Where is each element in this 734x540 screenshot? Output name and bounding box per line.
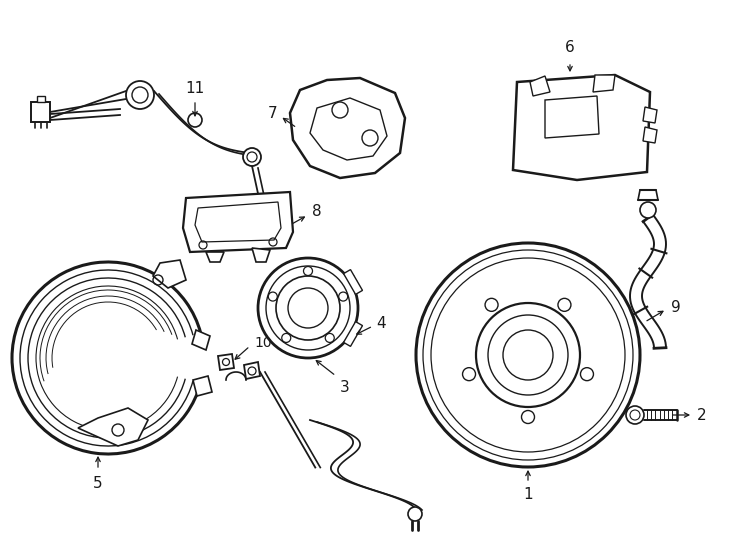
Text: 10: 10 xyxy=(254,336,272,350)
Polygon shape xyxy=(195,202,281,242)
Text: 1: 1 xyxy=(523,487,533,502)
Polygon shape xyxy=(252,248,270,262)
Text: 9: 9 xyxy=(671,300,680,315)
Polygon shape xyxy=(193,376,212,396)
Text: 4: 4 xyxy=(376,316,385,332)
Polygon shape xyxy=(192,330,210,350)
Polygon shape xyxy=(183,192,293,252)
Text: 11: 11 xyxy=(186,81,205,96)
Circle shape xyxy=(243,148,261,166)
Polygon shape xyxy=(153,260,186,288)
Circle shape xyxy=(188,113,202,127)
Polygon shape xyxy=(513,75,650,180)
Text: 7: 7 xyxy=(267,106,277,122)
Polygon shape xyxy=(643,107,657,123)
Polygon shape xyxy=(244,362,260,379)
Text: 8: 8 xyxy=(312,205,321,219)
Polygon shape xyxy=(78,408,148,446)
Polygon shape xyxy=(310,98,387,160)
Circle shape xyxy=(640,202,656,218)
Polygon shape xyxy=(290,78,405,178)
Polygon shape xyxy=(344,322,363,346)
Circle shape xyxy=(408,507,422,521)
Polygon shape xyxy=(530,76,550,96)
Polygon shape xyxy=(643,127,657,143)
Circle shape xyxy=(258,258,358,358)
Polygon shape xyxy=(218,354,234,370)
Circle shape xyxy=(126,81,154,109)
Text: 6: 6 xyxy=(565,40,575,55)
Polygon shape xyxy=(206,252,224,262)
Polygon shape xyxy=(31,102,50,122)
Circle shape xyxy=(626,406,644,424)
Text: 3: 3 xyxy=(340,380,349,395)
Polygon shape xyxy=(344,269,363,294)
Text: 5: 5 xyxy=(93,476,103,491)
Polygon shape xyxy=(545,96,599,138)
Text: 2: 2 xyxy=(697,408,707,422)
Polygon shape xyxy=(37,96,45,102)
Polygon shape xyxy=(593,75,615,92)
Circle shape xyxy=(416,243,640,467)
